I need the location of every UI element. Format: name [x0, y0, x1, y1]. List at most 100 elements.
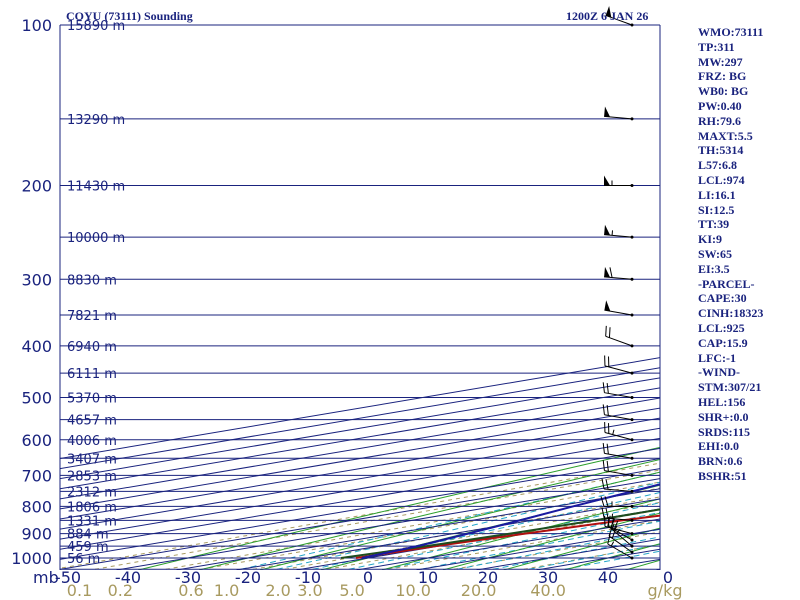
stat-item: MAXT:5.5 — [698, 128, 753, 143]
wind-barb-feather — [610, 517, 615, 529]
wind-barb — [604, 355, 634, 375]
stat-item: MW:297 — [698, 54, 743, 69]
stat-item: SW:65 — [698, 246, 733, 261]
mixing-ratio-label: 1.0 — [214, 581, 239, 600]
stat-item: RH:79.6 — [698, 113, 741, 128]
wind-barb-staff — [608, 535, 633, 553]
wind-barb — [602, 460, 634, 477]
wind-barb — [601, 507, 634, 522]
wind-barb-feather — [605, 478, 609, 490]
stat-item: LI:16.1 — [698, 187, 736, 202]
moist-adiabat — [240, 471, 660, 570]
temperature-tick-label: 20 — [478, 568, 498, 587]
mixing-ratio-line — [253, 496, 660, 570]
pressure-unit-label: mb — [33, 568, 59, 587]
chart-title: COYU (73111) Sounding — [66, 9, 193, 23]
isotherm-line — [116, 478, 660, 570]
pressure-tick-label: 100 — [21, 16, 52, 35]
height-label: 10000 m — [67, 231, 125, 246]
stat-item: LCL:925 — [698, 320, 745, 335]
pressure-tick-label: 1000 — [11, 549, 52, 568]
height-label: 2312 m — [67, 485, 117, 500]
wind-barb-feather — [608, 327, 611, 338]
wind-barb-feather — [600, 496, 605, 507]
stat-item: CAP:15.9 — [698, 335, 748, 350]
wind-barb-feather — [601, 507, 605, 519]
stat-item: HEL:156 — [698, 394, 746, 409]
stat-item: -PARCEL- — [698, 276, 755, 291]
wind-barb-staff — [604, 470, 633, 476]
temperature-trace — [355, 514, 660, 559]
wind-barb — [600, 496, 634, 508]
wind-barb-staff — [607, 543, 633, 559]
mixing-ratio-label: 0.6 — [178, 581, 203, 600]
wind-barb — [604, 300, 634, 317]
dry-adiabat — [138, 446, 660, 570]
wind-barb-feather — [606, 460, 609, 472]
wind-barb-feather — [602, 404, 605, 415]
wind-barb — [602, 442, 634, 460]
height-label: 459 m — [67, 540, 109, 555]
wind-barb-staff — [604, 392, 633, 399]
mixing-ratio-line — [165, 481, 660, 570]
isobars — [59, 24, 661, 570]
stats-panel: WMO:73111 TP:311 MW:297 FRZ: BG WB0: BG PW:0.… — [698, 25, 763, 484]
mixing-ratio-label: 5.0 — [339, 581, 364, 600]
wind-barb-staff — [604, 452, 633, 459]
wind-barb — [605, 6, 634, 27]
height-label: 2853 m — [67, 469, 117, 484]
wind-barb-staff — [604, 115, 633, 120]
isotherm-line — [60, 457, 660, 560]
moist-adiabat — [456, 528, 660, 570]
stat-item: -WIND- — [698, 365, 740, 380]
wind-barb-staff — [610, 527, 633, 547]
dewpoint-trace — [340, 508, 660, 559]
wind-barb-pennant — [605, 6, 612, 18]
wind-barb-staff — [604, 309, 633, 316]
height-label: 4006 m — [67, 434, 117, 449]
mixing-ratio-line — [388, 519, 660, 570]
wind-barb — [604, 266, 634, 281]
height-label: 15890 m — [67, 19, 125, 34]
wind-barb — [604, 224, 634, 239]
moist-adiabat — [420, 520, 660, 570]
wind-barb — [602, 382, 634, 400]
mixing-ratio-label: 10.0 — [395, 581, 431, 600]
wind-barb-pennant — [604, 175, 610, 186]
wind-barb-feather — [602, 460, 605, 471]
stat-item: LCL:974 — [698, 172, 745, 187]
stat-item: EI:3.5 — [698, 261, 730, 276]
stat-item: BSHR:51 — [698, 468, 747, 483]
height-label: 8830 m — [67, 273, 117, 288]
wind-barb-pennant — [604, 106, 611, 117]
wind-barb-feather — [606, 382, 609, 394]
wind-barb-staff — [604, 525, 633, 535]
mixing-ratio-line — [327, 509, 660, 570]
stat-item: CINH:18323 — [698, 306, 764, 321]
wind-barb — [601, 478, 634, 493]
isotherm-line — [60, 427, 660, 530]
wind-barb-feather — [605, 325, 607, 337]
temperature-tick-label: -30 — [175, 568, 201, 587]
mixing-ratio-label: 3.0 — [297, 581, 322, 600]
stat-item: KI:9 — [698, 232, 722, 247]
wind-barb-pennant — [604, 266, 611, 278]
stat-item: TH:5314 — [698, 143, 744, 158]
wind-barbs — [600, 6, 634, 560]
stat-item: TP:311 — [698, 39, 735, 54]
wind-barb-half-feather — [610, 541, 615, 547]
wind-barb-feather — [609, 267, 613, 278]
pressure-tick-label: 800 — [21, 497, 52, 516]
sounding-traces — [340, 483, 660, 559]
mixing-ratio-lines — [60, 462, 660, 570]
isotherm-line — [60, 437, 660, 540]
wind-barb-staff — [604, 517, 633, 521]
temperature-tick-label: -10 — [295, 568, 321, 587]
height-label: 1331 m — [67, 514, 117, 529]
stat-item: PW:0.40 — [698, 98, 742, 113]
wind-barb-staff — [604, 365, 633, 374]
isotherms — [60, 357, 660, 570]
temperature-tick-label: 30 — [538, 568, 558, 587]
height-label: 6111 m — [67, 367, 117, 382]
mixing-ratio-label: 0.1 — [67, 581, 92, 600]
